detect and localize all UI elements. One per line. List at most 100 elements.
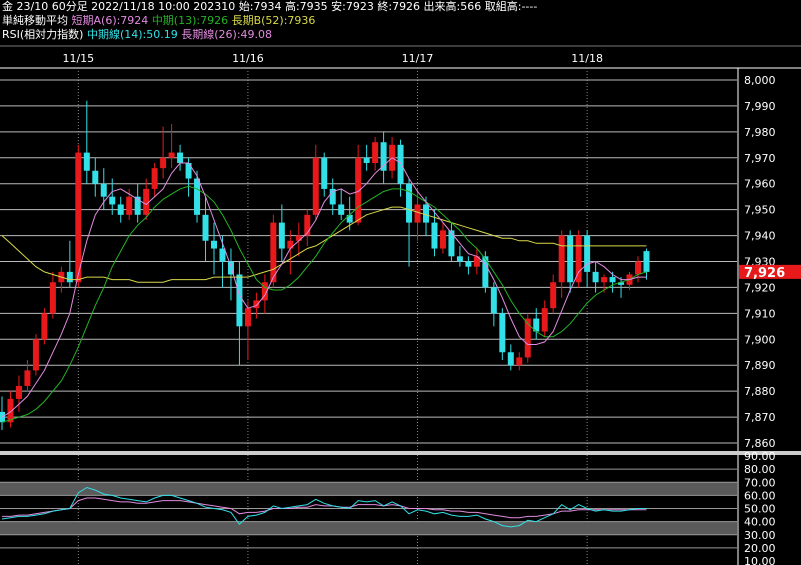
y-tick-label: 8,000 [744,74,776,87]
candle [109,178,116,215]
x-tick-label: 11/17 [402,52,434,65]
candle-body [431,222,438,249]
candle-body [490,287,497,314]
candle-body [448,230,455,257]
candle-body [575,235,582,283]
candle [100,168,107,210]
candle [304,209,311,246]
candle-body [24,370,31,386]
ma-mid-legend: 中期(13):7926 [151,14,229,27]
candle [117,196,124,223]
chart-info-text: 金 23/10 60分足 2022/11/18 10:00 202310 始:7… [2,0,538,13]
candle-body [15,385,22,399]
candle [177,144,184,171]
rsi-tick-label: 80.00 [744,463,776,476]
y-tick-label: 7,980 [744,126,776,139]
candle [499,308,506,361]
candle [507,344,514,371]
candle-body [151,168,158,189]
ma-long-line [1,206,647,283]
y-tick-label: 7,860 [744,437,776,450]
candle [380,131,387,184]
candle-body [363,157,370,163]
candle-body [372,142,379,163]
candle [15,375,22,412]
rsi-tick-label: 20.00 [744,542,776,555]
candle-body [211,240,217,249]
rsi-long-line [2,497,647,519]
candle [58,266,65,293]
candle-body [168,152,175,158]
candle [236,261,243,366]
candle-body [473,256,480,267]
candle-body [355,157,362,223]
candle [397,139,404,197]
candle [295,222,302,257]
candle-body [499,313,506,353]
candle-body [456,256,463,262]
candle-body [346,214,353,223]
candle [0,396,5,431]
y-tick-label: 7,960 [744,178,776,191]
candle [49,271,56,319]
candle-body [100,183,107,197]
candle-body [321,157,328,189]
candle [321,152,328,197]
candle [287,230,294,275]
candle-body [635,261,641,275]
candle [194,170,201,223]
chart-info-line: 金 23/10 60分足 2022/11/18 10:00 202310 始:7… [2,0,537,14]
candle [524,313,531,363]
candle-body [295,235,302,241]
candle [270,214,277,288]
candle-body [618,282,625,285]
candle-body [202,214,209,241]
ma-legend-title: 単純移動平均 [2,14,68,27]
rsi-legend: RSI(相対力指数) 中期線(14):50.19 長期線(26):49.08 [2,28,272,42]
candle-body [244,308,251,327]
candle [32,334,39,376]
candle [202,196,209,262]
y-tick-label: 7,990 [744,100,776,113]
candle [406,178,413,267]
candle-body [439,230,446,249]
candle-body [194,178,201,215]
candle [643,248,650,280]
candle-body [592,271,599,283]
rsi-legend-title: RSI(相対力指数) [2,28,84,41]
candle-body [338,204,345,215]
candle-body [541,308,548,332]
last-price-label: 7,926 [744,266,785,281]
y-tick-label: 7,950 [744,204,776,217]
candle [414,188,421,241]
candle-body [482,256,489,288]
candle [278,204,285,262]
candle [490,282,497,327]
candle [24,360,31,392]
candle [66,240,73,288]
candle-body [304,214,311,236]
candle [185,157,192,197]
rsi-mid-line [1,486,647,528]
candle [83,100,90,184]
candle [550,274,557,314]
candle-body [601,277,608,283]
candle-body [134,196,141,215]
candle [533,308,540,340]
y-tick-label: 7,900 [744,333,776,346]
candle [567,230,574,293]
candle [41,308,48,345]
candle-body [550,282,557,309]
ma-short-legend: 短期A(6):7924 [71,14,149,27]
candle-body [516,357,523,366]
candle [448,222,455,262]
candle-body [185,162,192,179]
candle [456,245,463,267]
candle [465,256,472,275]
pane-divider [0,451,801,455]
candle [635,256,641,283]
candle [575,230,582,288]
ma-short-line [1,157,647,418]
rsi-band [0,521,737,535]
